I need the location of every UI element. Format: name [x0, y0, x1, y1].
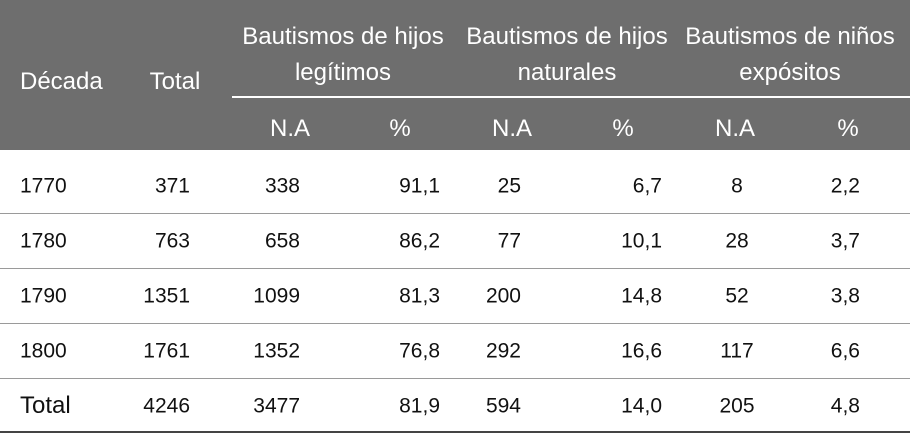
cell: 77: [497, 229, 521, 253]
bottom-rule: [0, 431, 910, 433]
group-title: Bautismos de hijos: [242, 23, 444, 50]
cell: 338: [264, 174, 300, 198]
column-header: N.A: [491, 115, 533, 142]
cell: 10,1: [621, 229, 662, 253]
cell: 117: [720, 339, 754, 363]
column-header: N.A: [714, 115, 756, 142]
cell: 2,2: [830, 174, 860, 198]
row-divider: [0, 213, 910, 214]
cell: 200: [485, 284, 521, 308]
group-title: Bautismos de niños: [685, 23, 895, 50]
column-header: %: [837, 115, 859, 142]
group-rule: [232, 96, 910, 98]
cell: 763: [154, 229, 190, 253]
row-divider: [0, 378, 910, 379]
cell: Total: [20, 392, 71, 419]
cell: 81,9: [399, 394, 440, 418]
cell: 52: [725, 284, 749, 308]
cell: 91,1: [399, 174, 440, 198]
header-decade: Década: [20, 68, 103, 95]
group-title: Bautismos de hijos: [466, 23, 668, 50]
column-header: %: [612, 115, 634, 142]
cell: 1099: [253, 284, 300, 308]
cell: 86,2: [399, 229, 440, 253]
cell: 1780: [20, 229, 67, 253]
cell: 3,7: [830, 229, 860, 253]
cell: 14,0: [621, 394, 662, 418]
cell: 76,8: [399, 339, 440, 363]
cell: 4246: [143, 394, 190, 418]
cell: 658: [264, 229, 300, 253]
cell: 3477: [253, 394, 300, 418]
cell: 1761: [143, 339, 190, 363]
cell: 3,8: [830, 284, 860, 308]
cell: 14,8: [621, 284, 662, 308]
header-total: Total: [149, 68, 201, 95]
cell: 1351: [143, 284, 190, 308]
cell: 6,7: [632, 174, 662, 198]
cell: 28: [725, 229, 749, 253]
group-title: naturales: [517, 59, 617, 86]
row-divider: [0, 323, 910, 324]
cell: 1790: [20, 284, 67, 308]
cell: 1770: [20, 174, 67, 198]
cell: 6,6: [830, 339, 860, 363]
column-header: %: [389, 115, 411, 142]
cell: 1800: [20, 339, 67, 363]
group-title: legítimos: [294, 59, 392, 86]
row-divider: [0, 268, 910, 269]
column-header: N.A: [269, 115, 311, 142]
cell: 594: [485, 394, 521, 418]
cell: 81,3: [399, 284, 440, 308]
cell: 371: [154, 174, 190, 198]
cell: 4,8: [830, 394, 860, 418]
cell: 1352: [253, 339, 300, 363]
cell: 16,6: [621, 339, 662, 363]
group-title: expósitos: [739, 59, 841, 86]
cell: 292: [485, 339, 521, 363]
cell: 205: [719, 394, 755, 418]
cell: 25: [497, 174, 521, 198]
header-background: [0, 0, 910, 150]
cell: 8: [731, 174, 743, 198]
